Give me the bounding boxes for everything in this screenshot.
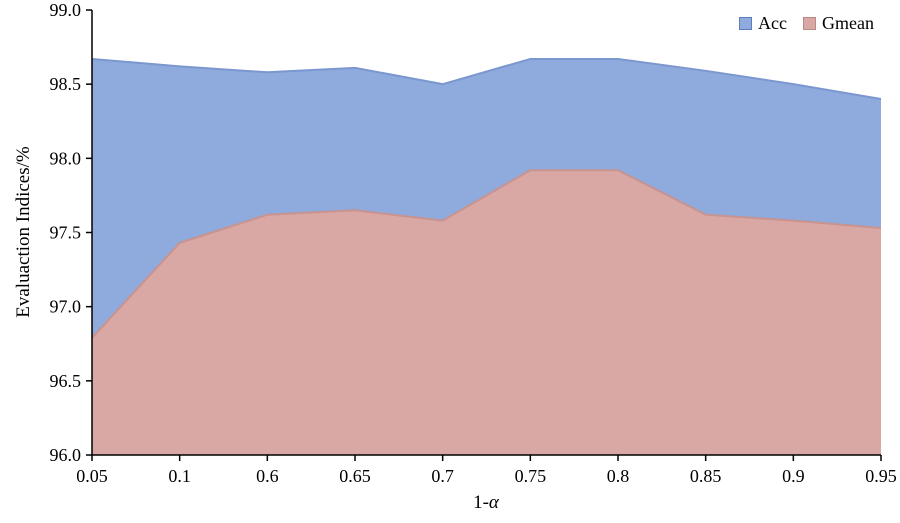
area-edge-acc	[91, 57, 882, 100]
area-edge-gmean	[91, 169, 882, 339]
legend-swatch-acc	[739, 17, 753, 30]
y-tick-label: 97.0	[50, 297, 82, 317]
x-axis-title-prefix: 1-	[473, 492, 489, 513]
legend-swatch-gmean	[803, 17, 817, 30]
x-tick-label: 0.85	[690, 466, 722, 486]
area-series-gmean	[92, 170, 881, 455]
x-tick-label: 0.1	[168, 466, 191, 486]
y-tick-label: 96.0	[50, 445, 82, 465]
y-tick-label: 99.0	[50, 0, 82, 20]
x-tick-label: 0.7	[431, 466, 454, 486]
x-tick-label: 0.05	[76, 466, 108, 486]
x-tick-label: 0.75	[515, 466, 547, 486]
legend-label-gmean: Gmean	[822, 13, 874, 33]
x-tick-label: 0.95	[865, 466, 897, 486]
legend-item-acc: Acc	[739, 13, 787, 34]
x-axis-title: 1-α	[473, 492, 499, 514]
y-tick-label: 98.5	[50, 74, 82, 94]
x-tick-label: 0.9	[782, 466, 805, 486]
legend-item-gmean: Gmean	[803, 13, 874, 34]
x-tick-label: 0.6	[256, 466, 279, 486]
y-axis-title: Evaluaction Indices/%	[13, 146, 34, 318]
legend-label-acc: Acc	[758, 13, 788, 33]
y-tick-label: 96.5	[50, 371, 82, 391]
y-tick-label: 98.0	[50, 148, 82, 168]
x-tick-label: 0.65	[339, 466, 371, 486]
x-axis-title-alpha-symbol: α	[488, 492, 499, 513]
legend: Acc Gmean	[739, 13, 874, 34]
x-tick-label: 0.8	[607, 466, 630, 486]
y-tick-label: 97.5	[50, 223, 82, 243]
